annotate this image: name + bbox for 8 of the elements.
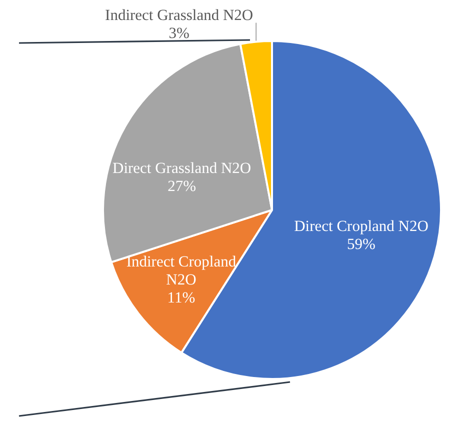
- data-label: 27%: [168, 178, 196, 196]
- data-label: 59%: [347, 236, 376, 254]
- slice-label: Indirect Cropland N2O: [126, 254, 236, 289]
- slice-label: Direct Grassland N2O: [112, 160, 252, 178]
- data-label: 11%: [167, 290, 196, 307]
- slice-label: Direct Cropland N2O: [294, 218, 428, 236]
- slice-label: Indirect Grassland N2O: [105, 6, 254, 24]
- data-label: 3%: [168, 24, 190, 42]
